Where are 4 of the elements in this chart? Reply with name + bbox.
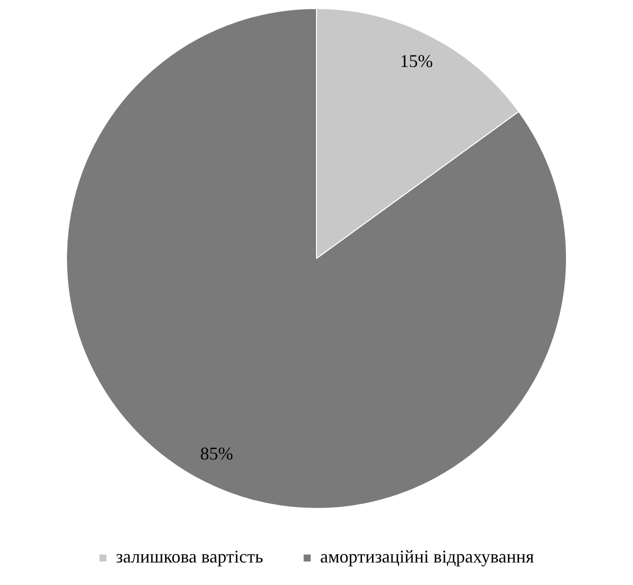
legend-label: залишкова вартість <box>116 546 264 567</box>
data-label: 15% <box>400 51 433 72</box>
legend-label: амортизаційні відрахування <box>320 546 534 567</box>
data-label: 85% <box>200 443 234 464</box>
